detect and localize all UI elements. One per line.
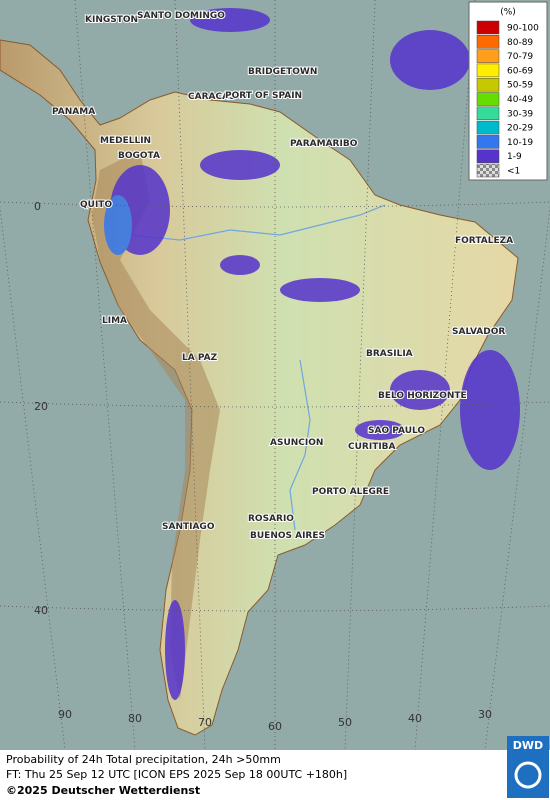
city-label: SALVADOR [452, 327, 505, 337]
legend-swatch [476, 163, 500, 178]
legend-swatch [476, 135, 500, 149]
longitude-line [414, 0, 476, 751]
legend-label: <1 [507, 167, 520, 177]
legend-label: 10-19 [507, 138, 533, 148]
precip-areas [104, 8, 520, 700]
precip-area [165, 600, 185, 700]
legend-swatch [476, 92, 500, 106]
footer [0, 750, 550, 800]
latitude-line [0, 401, 550, 408]
legend-label: 60-69 [507, 66, 533, 76]
legend-label: 1-9 [507, 152, 522, 162]
footer-line: FT: Thu 25 Sep 12 UTC [ICON EPS 2025 Sep… [6, 768, 347, 781]
precip-area [355, 420, 405, 440]
lon-label: 50 [338, 716, 352, 729]
footer-line: Probability of 24h Total precipitation, … [6, 753, 281, 766]
city-label: FORTALEZA [455, 236, 513, 246]
city-label: BUENOS AIRES [250, 531, 325, 541]
lon-label: 30 [478, 708, 492, 721]
footer-line: ©2025 Deutscher Wetterdienst [6, 784, 200, 797]
amazon-river [129, 204, 386, 241]
legend-swatch [476, 49, 500, 63]
longitude-line [74, 0, 136, 751]
city-label: ROSARIO [248, 514, 294, 524]
precip-area [460, 350, 520, 470]
legend-label: 70-79 [507, 52, 533, 62]
city-label: PARAMARIBO [290, 139, 358, 149]
legend-swatch [476, 106, 500, 121]
precip-area [190, 8, 270, 32]
legend-title: (%) [500, 8, 516, 18]
city-label: SAO PAULO [368, 426, 425, 436]
legend-label: 80-89 [507, 38, 533, 48]
city-label: LA PAZ [182, 353, 218, 363]
city-label: SANTIAGO [162, 522, 215, 532]
city-label: QUITO [80, 200, 112, 210]
legend-label: 90-100 [507, 24, 539, 34]
legend-label: 30-39 [507, 109, 533, 119]
city-label: PANAMA [52, 107, 95, 117]
lon-label: 70 [198, 716, 212, 729]
city-label: ASUNCION [270, 438, 323, 448]
andes [92, 150, 220, 700]
city-label: MEDELLIN [100, 136, 151, 146]
legend-swatch [476, 120, 500, 135]
logo-text: DWD [513, 739, 543, 752]
legend-swatch [476, 35, 500, 49]
legend-label: 20-29 [507, 124, 533, 134]
lon-label: 60 [268, 720, 282, 733]
city-label: CURITIBA [348, 442, 396, 452]
lat-label: 20 [34, 400, 48, 413]
lon-label: 80 [128, 712, 142, 725]
legend-label: 50-59 [507, 81, 533, 91]
city-label: BELO HORIZONTE [378, 391, 467, 401]
legend-swatch [476, 63, 500, 78]
precip-area [390, 30, 470, 90]
lon-label: 40 [408, 712, 422, 725]
precip-area [390, 370, 450, 410]
city-label: KINGSTON [85, 15, 138, 25]
graticule [0, 0, 550, 751]
parana-river [289, 359, 311, 531]
city-label: BOGOTA [118, 151, 160, 161]
city-label: PORT OF SPAIN [225, 91, 302, 101]
precip-area [280, 278, 360, 302]
logo-swirl [514, 761, 542, 789]
legend-label: 40-49 [507, 95, 533, 105]
legend-swatch [476, 77, 500, 92]
legend-swatch [476, 149, 500, 163]
legend-swatch [476, 20, 500, 35]
legend-items: 90-100 80-89 70-79 60-69 50-59 40-49 30-39 20-2… [476, 20, 539, 178]
precip-area [220, 255, 260, 275]
city-label: BRASILIA [366, 349, 413, 359]
precip-area [104, 195, 132, 255]
latitude-line [0, 201, 550, 208]
city-label: BRIDGETOWN [248, 67, 317, 77]
city-label: SANTO DOMINGO [137, 11, 225, 21]
city-label: PORTO ALEGRE [312, 487, 389, 497]
lon-label: 90 [58, 708, 72, 721]
lat-label: 0 [34, 200, 41, 213]
city-label: CARACAS [188, 92, 236, 102]
city-label: LIMA [102, 316, 127, 326]
legend: (%) 90-100 80-89 70-79 60-69 50-59 40-49 30-39… [468, 1, 548, 181]
precip-area [200, 150, 280, 180]
latitude-line [0, 605, 550, 612]
lat-label: 40 [34, 604, 48, 617]
